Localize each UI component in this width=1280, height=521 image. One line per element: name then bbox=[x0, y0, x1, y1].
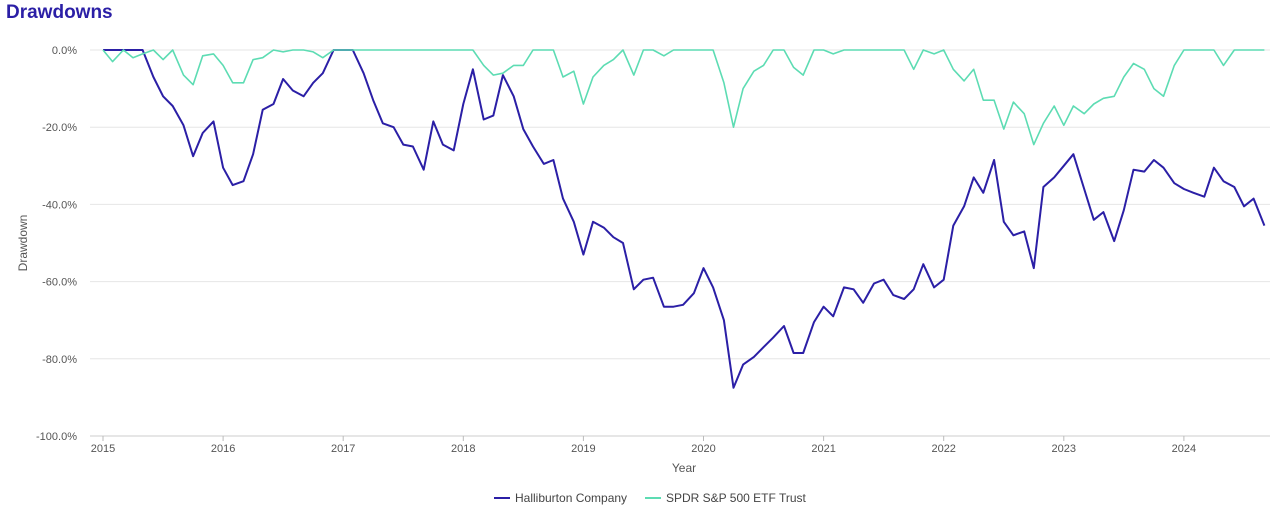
x-tick-label: 2018 bbox=[451, 443, 475, 455]
x-axis-label: Year bbox=[672, 461, 696, 475]
x-tick-label: 2016 bbox=[211, 443, 235, 455]
y-tick-label: -100.0% bbox=[36, 431, 77, 443]
y-tick-label: 0.0% bbox=[52, 45, 77, 57]
series-line-1 bbox=[102, 49, 1265, 146]
x-axis: 2015 2016 2017 2018 2019 2020 2021 2022 2023 2024 bbox=[91, 436, 1196, 455]
x-tick-label: 2019 bbox=[571, 443, 595, 455]
x-tick-label: 2020 bbox=[691, 443, 715, 455]
y-tick-label: -20.0% bbox=[42, 122, 77, 134]
x-tick-label: 2023 bbox=[1052, 443, 1076, 455]
series-line-0 bbox=[103, 49, 1266, 389]
x-tick-label: 2024 bbox=[1172, 443, 1196, 455]
y-tick-label: -40.0% bbox=[42, 199, 77, 211]
y-axis-label: Drawdown bbox=[16, 215, 30, 272]
chart-title: Drawdowns bbox=[6, 2, 113, 23]
x-tick-label: 2021 bbox=[811, 443, 835, 455]
x-tick-label: 2017 bbox=[331, 443, 355, 455]
y-axis-ticks: 0.0% -20.0% -40.0% -60.0% -80.0% -100.0% bbox=[36, 45, 77, 443]
x-tick-label: 2022 bbox=[931, 443, 955, 455]
x-tick-label: 2015 bbox=[91, 443, 115, 455]
legend: Halliburton Company SPDR S&P 500 ETF Trus… bbox=[494, 491, 806, 505]
legend-label: SPDR S&P 500 ETF Trust bbox=[666, 491, 806, 505]
series-lines bbox=[102, 49, 1266, 389]
legend-label: Halliburton Company bbox=[515, 491, 627, 505]
y-tick-label: -60.0% bbox=[42, 277, 77, 289]
y-tick-label: -80.0% bbox=[42, 354, 77, 366]
